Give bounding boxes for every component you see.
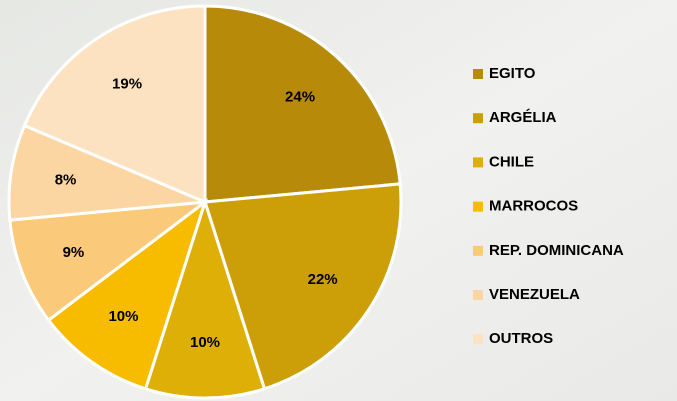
pie-slice bbox=[203, 182, 403, 391]
legend-label: ARGÉLIA bbox=[489, 109, 557, 126]
legend-label: OUTROS bbox=[489, 330, 553, 347]
legend-label: CHILE bbox=[489, 153, 534, 170]
legend-swatch bbox=[473, 113, 483, 124]
legend-swatch bbox=[473, 245, 483, 256]
pie-slice bbox=[22, 4, 207, 205]
data-label: 10% bbox=[108, 308, 138, 325]
data-label: 9% bbox=[63, 244, 85, 261]
legend-swatch bbox=[473, 157, 483, 168]
legend-label: EGITO bbox=[489, 65, 536, 82]
data-label: 8% bbox=[55, 171, 77, 188]
pie-slice bbox=[203, 4, 402, 204]
legend-swatch bbox=[473, 69, 483, 79]
pie-slice bbox=[143, 197, 267, 400]
data-label: 24% bbox=[285, 89, 315, 106]
pie-slice bbox=[7, 123, 206, 222]
legend-label: REP. DOMINICANA bbox=[489, 242, 624, 259]
data-label: 19% bbox=[112, 75, 142, 92]
pie-slice bbox=[46, 197, 208, 391]
data-label: 22% bbox=[308, 271, 338, 288]
legend-label: MARROCOS bbox=[489, 198, 578, 215]
legend-label: VENEZUELA bbox=[489, 286, 580, 303]
pie-slice bbox=[8, 200, 211, 323]
legend-swatch bbox=[473, 201, 483, 212]
data-label: 10% bbox=[190, 334, 220, 351]
legend-swatch bbox=[473, 334, 483, 345]
legend-swatch bbox=[473, 290, 483, 300]
